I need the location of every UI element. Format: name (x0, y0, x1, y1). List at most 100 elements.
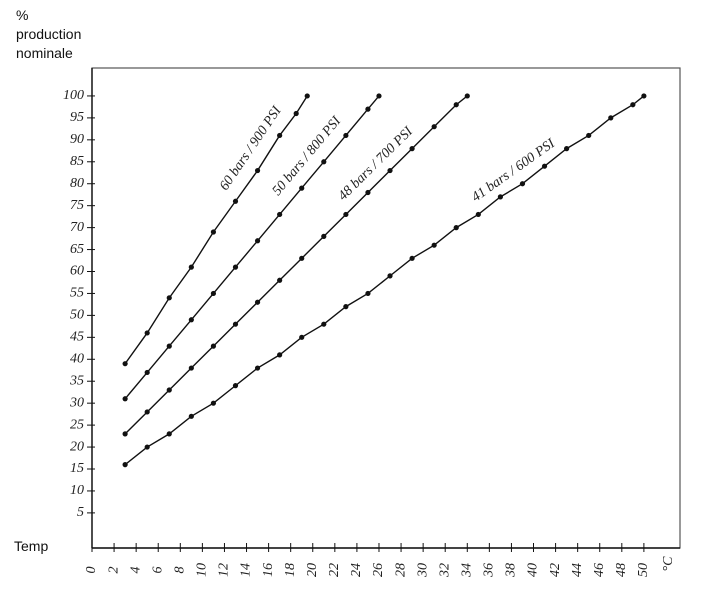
data-point (210, 290, 217, 297)
x-tick-label: 4 (128, 567, 143, 574)
x-tick-label: 2 (106, 567, 121, 574)
data-point (166, 431, 172, 437)
data-point (376, 93, 382, 99)
x-tick-label: 28 (393, 563, 408, 577)
data-point (166, 387, 172, 393)
y-tick-label: 65 (70, 242, 84, 257)
data-point (144, 409, 150, 415)
data-point (387, 167, 393, 174)
data-point (188, 365, 194, 371)
x-tick-label: 8 (173, 567, 188, 574)
y-tick-label: 90 (70, 132, 84, 147)
data-point (188, 317, 194, 323)
series-line (124, 95, 308, 365)
data-point (277, 277, 283, 283)
y-tick-label: 35 (69, 373, 84, 388)
x-tick-label: 40 (526, 563, 541, 577)
x-tick-label: 30 (415, 563, 430, 578)
series-label: 50 bars / 800 PSI (270, 113, 345, 199)
y-tick-label: 40 (70, 351, 84, 366)
y-tick-label: 20 (70, 439, 84, 454)
data-point (254, 299, 261, 305)
data-point (277, 352, 283, 358)
x-tick-label: 26 (371, 563, 386, 577)
y-tick-label: 15 (70, 461, 84, 476)
data-point (365, 290, 371, 297)
x-tick-label: 32 (437, 563, 452, 578)
x-tick-label: 14 (239, 563, 254, 577)
x-tick-label: 42 (548, 563, 563, 577)
data-point (343, 304, 349, 310)
data-point (254, 238, 261, 244)
data-point (453, 102, 459, 108)
y-tick-label: 80 (70, 176, 84, 191)
data-point (122, 361, 128, 367)
data-point (254, 167, 261, 174)
y-tick-label: 30 (69, 395, 84, 410)
y-tick-label: 50 (70, 308, 84, 323)
data-point (232, 264, 239, 270)
x-tick-label: 46 (592, 563, 607, 577)
series-line (124, 95, 468, 435)
data-point (475, 211, 481, 218)
data-point (299, 185, 305, 191)
data-point (188, 413, 194, 419)
data-point (210, 343, 217, 349)
y-tick-label: 95 (70, 110, 84, 125)
x-tick-label: 6 (150, 567, 165, 574)
data-point (343, 132, 349, 139)
x-tick-label: 50 (636, 563, 651, 577)
data-point (144, 444, 150, 450)
data-point (387, 273, 393, 279)
data-point (299, 255, 305, 261)
x-tick-label: 12 (217, 563, 232, 577)
y-tick-label: 55 (70, 286, 84, 301)
data-point (453, 225, 459, 231)
data-point (464, 93, 470, 99)
data-point (166, 295, 172, 301)
data-point (210, 400, 217, 406)
data-point (122, 431, 128, 437)
y-tick-label: 100 (63, 88, 84, 103)
data-point (166, 343, 172, 349)
data-point (122, 462, 128, 468)
data-point (641, 93, 647, 99)
data-point (409, 146, 415, 152)
data-point (232, 383, 239, 389)
data-point (144, 369, 150, 376)
x-tick-label: 36 (482, 563, 497, 578)
x-tick-label: 16 (261, 563, 276, 577)
data-point (188, 264, 194, 270)
x-tick-label: 44 (570, 563, 585, 577)
x-tick-label: 10 (195, 563, 210, 577)
data-point (431, 124, 437, 130)
data-point (210, 229, 217, 235)
x-tick-label: 38 (504, 563, 519, 578)
data-point (232, 321, 239, 327)
y-tick-label: 45 (70, 330, 84, 345)
data-point (431, 242, 437, 248)
x-tick-label: 18 (283, 563, 298, 577)
y-tick-label: 25 (70, 417, 84, 432)
x-tick-label: 24 (349, 563, 364, 577)
y-tick-label: 10 (70, 483, 84, 498)
data-point (299, 334, 305, 340)
data-point (365, 189, 371, 196)
data-point (254, 365, 261, 371)
data-point (519, 181, 526, 187)
y-tick-label: 60 (70, 264, 84, 279)
data-point (321, 159, 327, 165)
data-point (343, 211, 349, 218)
data-point (365, 106, 371, 112)
x-tick-label: 20 (305, 563, 320, 577)
y-tick-label: 5 (77, 505, 84, 520)
x-tick-label: 34 (460, 563, 475, 578)
data-point (321, 321, 327, 327)
y-tick-label: 75 (70, 198, 84, 213)
data-point (409, 255, 415, 261)
data-point (541, 163, 548, 169)
data-point (277, 211, 283, 218)
y-tick-label: 85 (70, 154, 84, 169)
